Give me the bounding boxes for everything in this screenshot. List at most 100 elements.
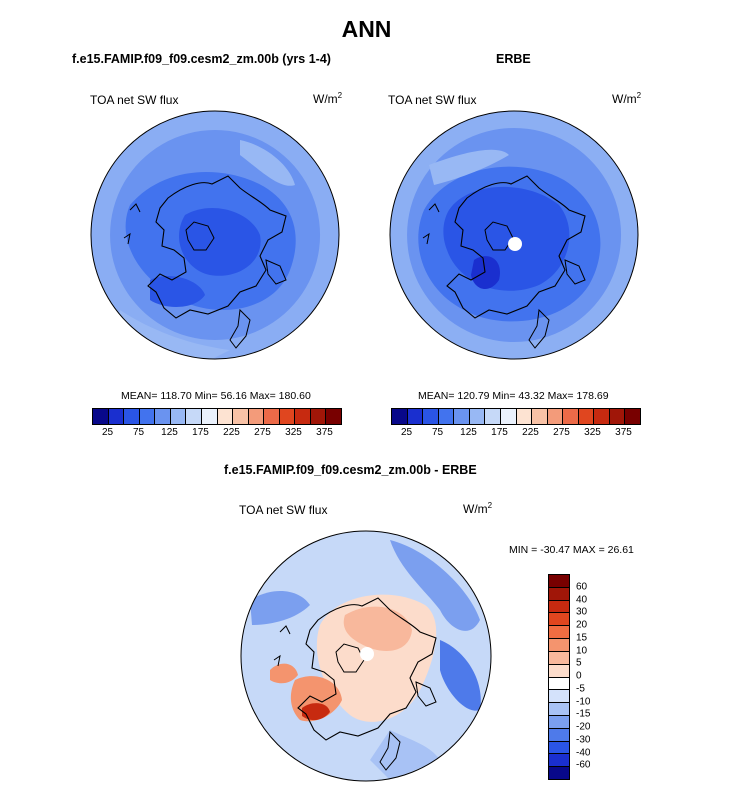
colorbar-tick-label: 20 bbox=[576, 619, 588, 631]
panel-2-pole-mask bbox=[508, 237, 522, 251]
panel-3-coastline bbox=[297, 597, 437, 741]
panel-1-coastline bbox=[147, 175, 287, 319]
panel-3-title: f.e15.FAMIP.f09_f09.cesm2_zm.00b - ERBE bbox=[224, 463, 477, 477]
colorbar-swatch bbox=[186, 409, 202, 424]
colorbar-tick-label: 5 bbox=[576, 657, 582, 669]
colorbar-swatch bbox=[326, 409, 341, 424]
panel-1-map-region bbox=[240, 140, 295, 186]
panel-3-map-region bbox=[390, 540, 480, 631]
colorbar-swatch bbox=[264, 409, 280, 424]
colorbar-swatch bbox=[407, 409, 424, 424]
panel-1-coastline bbox=[265, 259, 287, 285]
colorbar-swatch bbox=[500, 409, 517, 424]
colorbar-swatch bbox=[549, 703, 569, 716]
colorbar-tick-label: 40 bbox=[576, 594, 588, 605]
colorbar-swatch bbox=[170, 409, 187, 424]
colorbar-swatch bbox=[563, 409, 579, 424]
panel-3-map-region bbox=[270, 663, 298, 684]
panel-2-map-region bbox=[471, 256, 500, 290]
panel-2-map-region bbox=[429, 149, 509, 185]
panel-1-map-region bbox=[110, 310, 230, 359]
colorbar-tick-label: 25 bbox=[101, 427, 114, 438]
colorbar-tick-label: 175 bbox=[192, 427, 209, 438]
panel-2-variable-label: TOA net SW flux bbox=[388, 93, 477, 107]
panel-1-coastline bbox=[229, 308, 251, 349]
panel-2-map bbox=[389, 110, 639, 360]
colorbar-tick-label: 225 bbox=[223, 427, 240, 438]
panel-3-coastline bbox=[273, 625, 291, 667]
colorbar-swatch bbox=[594, 409, 610, 424]
panel-2-coastline bbox=[564, 259, 586, 285]
colorbar-swatch bbox=[549, 651, 569, 665]
colorbar-tick-label: 325 bbox=[285, 427, 302, 438]
colorbar-tick-label: 225 bbox=[522, 427, 539, 438]
panel-1-colorbar bbox=[92, 408, 342, 425]
colorbar-swatch bbox=[108, 409, 125, 424]
colorbar-swatch bbox=[549, 754, 569, 768]
panel-3-map bbox=[240, 530, 492, 782]
colorbar-swatch bbox=[423, 409, 439, 424]
colorbar-tick-label: 325 bbox=[584, 427, 601, 438]
colorbar-swatch bbox=[454, 409, 470, 424]
panel-2-units: W/m2 bbox=[612, 91, 642, 106]
colorbar-swatch bbox=[549, 639, 569, 652]
panel-3-map-region bbox=[250, 590, 310, 625]
panel-3-variable-label: TOA net SW flux bbox=[239, 503, 328, 517]
colorbar-tick-label: 275 bbox=[553, 427, 570, 438]
colorbar-swatch bbox=[549, 715, 569, 729]
colorbar-swatch bbox=[217, 409, 234, 424]
colorbar-swatch bbox=[549, 613, 569, 627]
colorbar-swatch bbox=[392, 409, 408, 424]
colorbar-swatch bbox=[310, 409, 327, 424]
colorbar-tick-label: -5 bbox=[576, 683, 585, 695]
colorbar-tick-label: 125 bbox=[460, 427, 477, 438]
colorbar-swatch bbox=[139, 409, 156, 424]
colorbar-swatch bbox=[578, 409, 595, 424]
panel-1-coastline bbox=[185, 221, 215, 251]
colorbar-tick-label: 10 bbox=[576, 645, 588, 656]
colorbar-swatch bbox=[625, 409, 640, 424]
colorbar-tick-label: 75 bbox=[431, 427, 444, 438]
colorbar-tick-label: 25 bbox=[400, 427, 413, 438]
colorbar-tick-label: -30 bbox=[576, 734, 591, 746]
panel-2-coastline bbox=[446, 175, 586, 319]
panel-3-coastline bbox=[335, 643, 365, 673]
colorbar-swatch bbox=[549, 600, 569, 614]
colorbar-swatch bbox=[201, 409, 218, 424]
colorbar-swatch bbox=[549, 728, 569, 742]
panel-3-pole-mask bbox=[360, 647, 374, 661]
colorbar-swatch bbox=[124, 409, 140, 424]
panel-3-map-region bbox=[343, 606, 412, 651]
colorbar-tick-label: 75 bbox=[132, 427, 145, 438]
colorbar-swatch bbox=[279, 409, 296, 424]
panel-1-map bbox=[90, 110, 340, 360]
panel-3-map-region bbox=[302, 703, 330, 721]
panel-2-title: ERBE bbox=[496, 52, 531, 66]
panel-1-units: W/m2 bbox=[313, 91, 343, 106]
panel-1-variable-label: TOA net SW flux bbox=[90, 93, 179, 107]
colorbar-tick-label: 175 bbox=[491, 427, 508, 438]
colorbar-swatch bbox=[549, 575, 569, 588]
panel-3-colorbar bbox=[548, 574, 570, 780]
colorbar-swatch bbox=[485, 409, 501, 424]
panel-1-map-region bbox=[179, 207, 261, 276]
colorbar-swatch bbox=[248, 409, 265, 424]
colorbar-swatch bbox=[549, 626, 569, 640]
colorbar-tick-label: 60 bbox=[576, 581, 588, 593]
panel-1-map-region bbox=[150, 275, 205, 307]
panel-3-coastline bbox=[379, 730, 401, 771]
colorbar-tick-label: -15 bbox=[576, 708, 591, 720]
colorbar-swatch bbox=[532, 409, 548, 424]
colorbar-tick-label: 0 bbox=[576, 670, 582, 682]
colorbar-tick-label: -10 bbox=[576, 696, 591, 707]
colorbar-swatch bbox=[295, 409, 311, 424]
panel-3-map-region bbox=[440, 640, 481, 711]
colorbar-swatch bbox=[609, 409, 626, 424]
colorbar-swatch bbox=[549, 677, 569, 691]
colorbar-swatch bbox=[516, 409, 533, 424]
colorbar-tick-label: 15 bbox=[576, 632, 588, 644]
panel-2-coastline bbox=[422, 203, 440, 245]
panel-3-units: W/m2 bbox=[463, 501, 493, 516]
colorbar-swatch bbox=[233, 409, 249, 424]
colorbar-swatch bbox=[549, 741, 569, 755]
